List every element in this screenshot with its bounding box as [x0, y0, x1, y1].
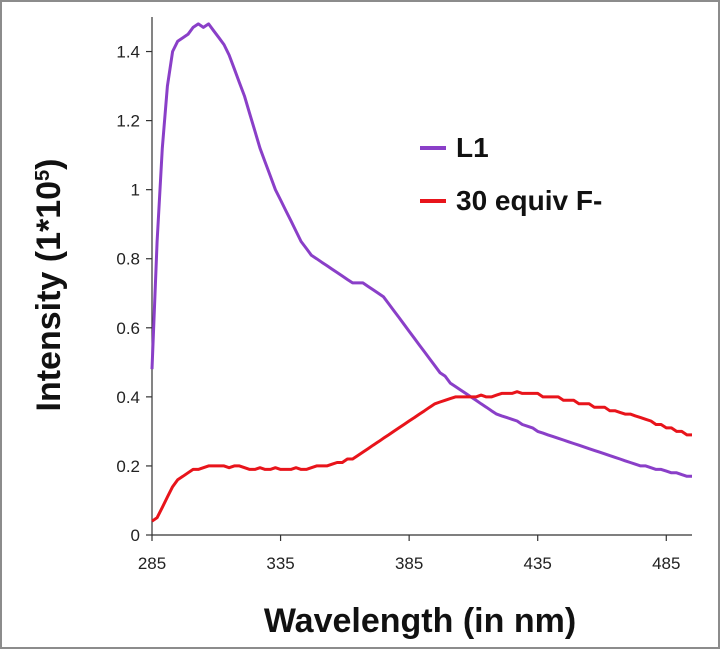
- x-tick-label: 485: [652, 554, 680, 573]
- y-axis-title-main: Intensity (1*10: [30, 181, 68, 412]
- y-tick-label: 1: [131, 181, 140, 200]
- y-tick-label: 1.2: [116, 112, 140, 131]
- y-tick-label: 0.8: [116, 250, 140, 269]
- y-tick-label: 0: [131, 526, 140, 545]
- x-axis-ticks: 285 335 385 435 485: [138, 535, 680, 573]
- y-tick-label: 0.2: [116, 457, 140, 476]
- y-tick-label: 0.6: [116, 319, 140, 338]
- series-group: [150, 22, 692, 523]
- x-tick-label: 335: [266, 554, 294, 573]
- y-tick-label: 1.4: [116, 43, 140, 62]
- y-axis-title: Intensity (1*105): [30, 159, 68, 412]
- series-line-1: [151, 390, 692, 523]
- y-tick-label: 0.4: [116, 388, 140, 407]
- legend: L1 30 equiv F-: [420, 132, 602, 216]
- x-axis-title: Wavelength (in nm): [264, 602, 576, 640]
- legend-label-0: L1: [456, 132, 489, 163]
- x-tick-label: 285: [138, 554, 166, 573]
- series-line-0: [150, 22, 692, 478]
- y-axis-title-superscript: 5: [32, 170, 54, 181]
- y-axis-ticks: 0 0.2 0.4 0.6 0.8 1 1.2 1.4: [116, 43, 152, 545]
- x-tick-label: 385: [395, 554, 423, 573]
- y-axis-title-close: ): [30, 159, 68, 170]
- legend-label-1: 30 equiv F-: [456, 185, 602, 216]
- x-tick-label: 435: [524, 554, 552, 573]
